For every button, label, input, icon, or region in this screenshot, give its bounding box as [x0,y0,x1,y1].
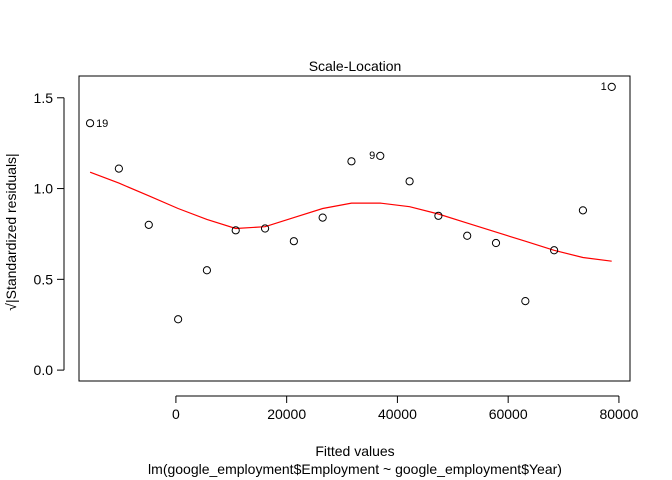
y-tick-label: 1.0 [34,181,54,197]
y-tick-label: 0.0 [34,362,54,378]
data-point [491,238,501,248]
x-axis-label: Fitted values [315,443,394,459]
data-point [607,82,616,91]
x-tick-label: 40000 [378,406,417,422]
point-label: 1 [601,81,607,93]
point-label: 19 [96,118,108,130]
x-tick-label: 20000 [267,406,306,422]
data-point [231,226,240,235]
data-point [114,164,123,173]
data-point [376,151,385,160]
x-tick-label: 80000 [599,406,638,422]
data-point [347,157,356,166]
data-point [202,266,212,275]
y-tick-label: 1.5 [34,90,54,106]
point-label: 9 [369,150,375,162]
x-axis: 0 20000 40000 60000 80000 [172,395,639,422]
data-point [578,206,588,215]
data-point [521,297,530,306]
data-point [85,119,95,128]
y-axis: 0.0 0.5 1.0 1.5 [34,90,65,378]
chart-subtitle: lm(google_employment$Employment ~ google… [148,461,562,477]
x-tick-label: 60000 [489,406,528,422]
data-points [85,82,616,324]
data-point [144,220,153,229]
data-point [463,231,472,240]
plot-frame [78,75,631,382]
data-point [260,224,270,233]
x-tick-label: 0 [172,406,180,422]
data-point [289,237,298,246]
y-axis-label: √|Standardized residuals| [3,153,19,310]
data-point [434,211,443,220]
smoothed-trend-line [89,171,612,262]
data-point [550,246,559,255]
data-point [318,213,327,222]
chart-title: Scale-Location [309,58,402,74]
data-point [174,315,183,324]
y-tick-label: 0.5 [34,271,54,287]
data-point [405,177,414,186]
